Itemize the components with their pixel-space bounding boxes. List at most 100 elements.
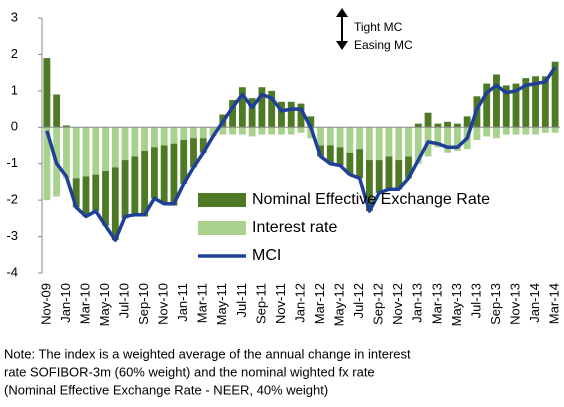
bar (356, 149, 364, 179)
annotation-arrow-heads (336, 8, 348, 50)
x-tick-label: May-11 (214, 283, 229, 325)
bar (522, 78, 530, 128)
y-tick-label: -2 (6, 192, 18, 207)
bar (238, 87, 246, 128)
bar (111, 127, 119, 168)
bar (502, 127, 510, 135)
bar (326, 145, 334, 164)
annotation: Tight MC (354, 20, 403, 34)
x-tick-label: Mar-10 (77, 283, 92, 324)
bar (268, 90, 276, 128)
bar (346, 152, 354, 175)
bar (287, 101, 295, 128)
y-tick-label: 3 (11, 9, 18, 24)
x-tick-label: Jul-12 (351, 283, 366, 318)
bar (365, 160, 373, 212)
x-tick-label: Mar-13 (429, 283, 444, 324)
x-tick-label: Jan-11 (175, 283, 190, 322)
x-tick-label: Nov-13 (507, 283, 522, 325)
bar (307, 116, 315, 128)
x-tick-label: Nov-11 (273, 283, 288, 324)
y-tick-label: -1 (6, 155, 18, 170)
bar (121, 127, 129, 161)
bar (395, 127, 403, 161)
bar (131, 156, 139, 215)
bar (248, 98, 256, 128)
y-tick-label: 0 (11, 119, 18, 134)
x-tick-label: May-12 (332, 283, 347, 326)
bar (434, 127, 442, 148)
bar (72, 127, 80, 179)
bar (258, 127, 266, 135)
bar (82, 127, 90, 177)
bar (395, 160, 403, 190)
bar (502, 85, 510, 128)
bar (297, 103, 305, 128)
bar (512, 127, 520, 135)
bar (287, 127, 295, 135)
bar (131, 127, 139, 157)
bar (453, 127, 461, 151)
bar (72, 178, 80, 208)
x-tick-label: Sep-10 (136, 283, 151, 325)
bar (121, 160, 129, 219)
x-tick-label: Nov-09 (38, 283, 53, 325)
bar (444, 127, 452, 153)
bar (385, 127, 393, 157)
x-tick-label: Jan-10 (58, 283, 73, 323)
bar (444, 121, 452, 128)
bar (541, 127, 549, 133)
bar (522, 127, 530, 135)
bar (278, 127, 285, 135)
note: rate SOFIBOR-3m (60% weight) and the nom… (4, 364, 375, 379)
bar (297, 127, 305, 133)
x-tick-label: May-10 (97, 283, 112, 326)
bar (219, 127, 227, 135)
bar (170, 143, 178, 206)
x-tick-label: Sep-11 (253, 283, 268, 324)
legend-label: MCI (252, 247, 281, 264)
bar (375, 127, 383, 161)
bar (199, 138, 207, 153)
bar (336, 147, 344, 166)
y-tick-label: 2 (11, 46, 18, 61)
bar (141, 150, 149, 217)
bar (141, 127, 149, 151)
x-tick-label: Sep-12 (371, 283, 386, 325)
bar (180, 127, 188, 141)
bar (336, 127, 344, 148)
bar (532, 127, 539, 135)
legend-swatch (198, 193, 246, 207)
bar (493, 74, 500, 128)
legend-label: Nominal Effective Exchange Rate (252, 191, 490, 208)
bar (541, 76, 549, 128)
x-tick-label: Jan-14 (527, 283, 542, 323)
bar (365, 127, 373, 161)
x-tick-label: Mar-12 (312, 283, 327, 324)
bar (424, 112, 432, 128)
bar (229, 99, 237, 128)
x-tick-label: Jul-11 (234, 283, 249, 317)
bar (483, 83, 491, 128)
bar (493, 127, 500, 139)
bar (483, 127, 491, 137)
x-tick-label: Jul-10 (117, 283, 132, 318)
bar (160, 145, 168, 204)
bar (180, 140, 188, 184)
bar (375, 160, 383, 193)
x-tick-label: Jan-13 (410, 283, 425, 323)
bar (190, 138, 197, 168)
bar (92, 127, 100, 175)
x-tick-label: May-13 (449, 283, 464, 326)
bar (170, 127, 178, 144)
bar (102, 127, 109, 171)
bar (111, 167, 119, 241)
bar (102, 171, 109, 226)
bar (405, 127, 412, 157)
bar (209, 127, 217, 137)
bar (414, 123, 422, 128)
x-tick-label: Jan-12 (292, 283, 307, 323)
bar (63, 125, 70, 128)
bar (258, 87, 266, 128)
bar (346, 127, 354, 153)
